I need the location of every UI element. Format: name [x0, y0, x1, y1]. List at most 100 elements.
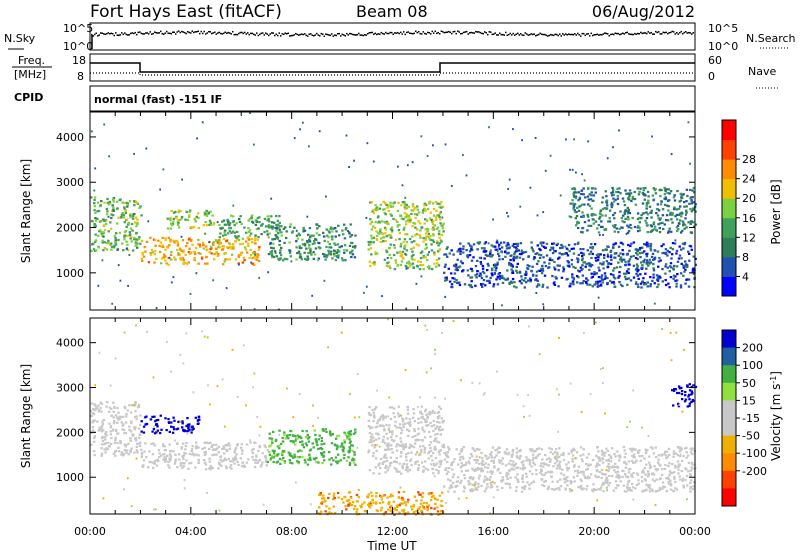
heatmap-cell [608, 454, 610, 456]
heatmap-cell [147, 220, 149, 222]
heatmap-cell [384, 259, 386, 261]
heatmap-cell [530, 279, 532, 281]
heatmap-cell [512, 128, 514, 130]
heatmap-cell [265, 457, 267, 459]
heatmap-cell [204, 462, 206, 464]
heatmap-cell [628, 460, 630, 462]
heatmap-cell [617, 467, 619, 469]
heatmap-cell [129, 200, 131, 202]
heatmap-cell [540, 465, 542, 467]
heatmap-cell [633, 241, 635, 243]
heatmap-cell [258, 249, 260, 251]
heatmap-cell [685, 457, 687, 459]
heatmap-cell [680, 284, 682, 286]
heatmap-cell [516, 447, 518, 449]
heatmap-cell [330, 463, 332, 465]
heatmap-cell [298, 233, 300, 235]
heatmap-cell [616, 266, 618, 268]
heatmap-cell [305, 436, 307, 438]
heatmap-cell [488, 126, 490, 128]
nsky-point [249, 34, 251, 36]
nsky-point [615, 33, 617, 35]
heatmap-cell [642, 202, 644, 204]
nsky-point [462, 33, 464, 35]
heatmap-cell [493, 283, 495, 285]
heatmap-cell [606, 260, 608, 262]
heatmap-cell [575, 197, 577, 199]
heatmap-cell [558, 463, 560, 465]
heatmap-cell [654, 188, 656, 190]
heatmap-cell [688, 286, 690, 288]
nsky-point [97, 35, 99, 37]
heatmap-cell [331, 257, 333, 259]
heatmap-cell [398, 427, 400, 429]
heatmap-cell [335, 236, 337, 238]
heatmap-cell [120, 416, 122, 418]
heatmap-cell [512, 453, 514, 455]
freq-label-line1: Freq. [18, 54, 45, 67]
heatmap-cell [525, 274, 527, 276]
heatmap-cell [438, 441, 440, 443]
heatmap-cell [138, 443, 140, 445]
nsky-point [630, 34, 632, 36]
heatmap-cell [254, 239, 256, 241]
heatmap-cell [235, 458, 237, 460]
heatmap-cell [612, 246, 614, 248]
heatmap-cell [622, 215, 624, 217]
heatmap-cell [154, 253, 156, 255]
heatmap-cell [684, 479, 686, 481]
heatmap-cell [586, 229, 588, 231]
heatmap-cell [553, 250, 555, 252]
heatmap-cell [406, 467, 408, 469]
heatmap-cell [422, 429, 424, 431]
heatmap-cell [303, 446, 305, 448]
heatmap-cell [271, 226, 273, 228]
heatmap-cell [589, 246, 591, 248]
heatmap-cell [513, 256, 515, 258]
heatmap-cell [351, 234, 353, 236]
heatmap-cell [636, 265, 638, 267]
heatmap-cell [322, 232, 324, 234]
nsky-point [156, 32, 158, 34]
heatmap-cell [235, 222, 237, 224]
heatmap-cell [241, 223, 243, 225]
heatmap-cell [398, 415, 400, 417]
heatmap-cell [383, 428, 385, 430]
heatmap-cell [414, 207, 416, 209]
heatmap-cell [148, 450, 150, 452]
heatmap-cell [498, 246, 500, 248]
heatmap-cell [662, 208, 664, 210]
heatmap-cell [471, 490, 473, 492]
heatmap-cell [678, 223, 680, 225]
heatmap-cell [222, 445, 224, 447]
nsky-point [396, 32, 398, 34]
heatmap-cell [501, 275, 503, 277]
heatmap-cell [504, 451, 506, 453]
heatmap-cell [529, 470, 531, 472]
heatmap-cell [369, 261, 371, 263]
heatmap-cell [366, 217, 368, 219]
heatmap-cell [551, 481, 553, 483]
nsky-point [618, 33, 620, 35]
heatmap-cell [90, 250, 92, 252]
heatmap-cell [267, 449, 269, 451]
heatmap-cell [167, 464, 169, 466]
nsky-point [231, 33, 233, 35]
heatmap-cell [239, 254, 241, 256]
heatmap-cell [354, 235, 356, 237]
heatmap-cell [623, 200, 625, 202]
heatmap-cell [647, 213, 649, 215]
heatmap-cell [192, 445, 194, 447]
heatmap-cell [135, 232, 137, 234]
heatmap-cell [679, 255, 681, 257]
heatmap-cell [185, 442, 187, 444]
heatmap-cell [659, 227, 661, 229]
nsky-point [543, 34, 545, 36]
heatmap-cell [376, 422, 378, 424]
heatmap-cell [269, 437, 271, 439]
heatmap-cell [106, 248, 108, 250]
heatmap-cell [611, 194, 613, 196]
heatmap-cell [129, 437, 131, 439]
heatmap-cell [141, 431, 143, 433]
heatmap-cell [168, 237, 170, 239]
